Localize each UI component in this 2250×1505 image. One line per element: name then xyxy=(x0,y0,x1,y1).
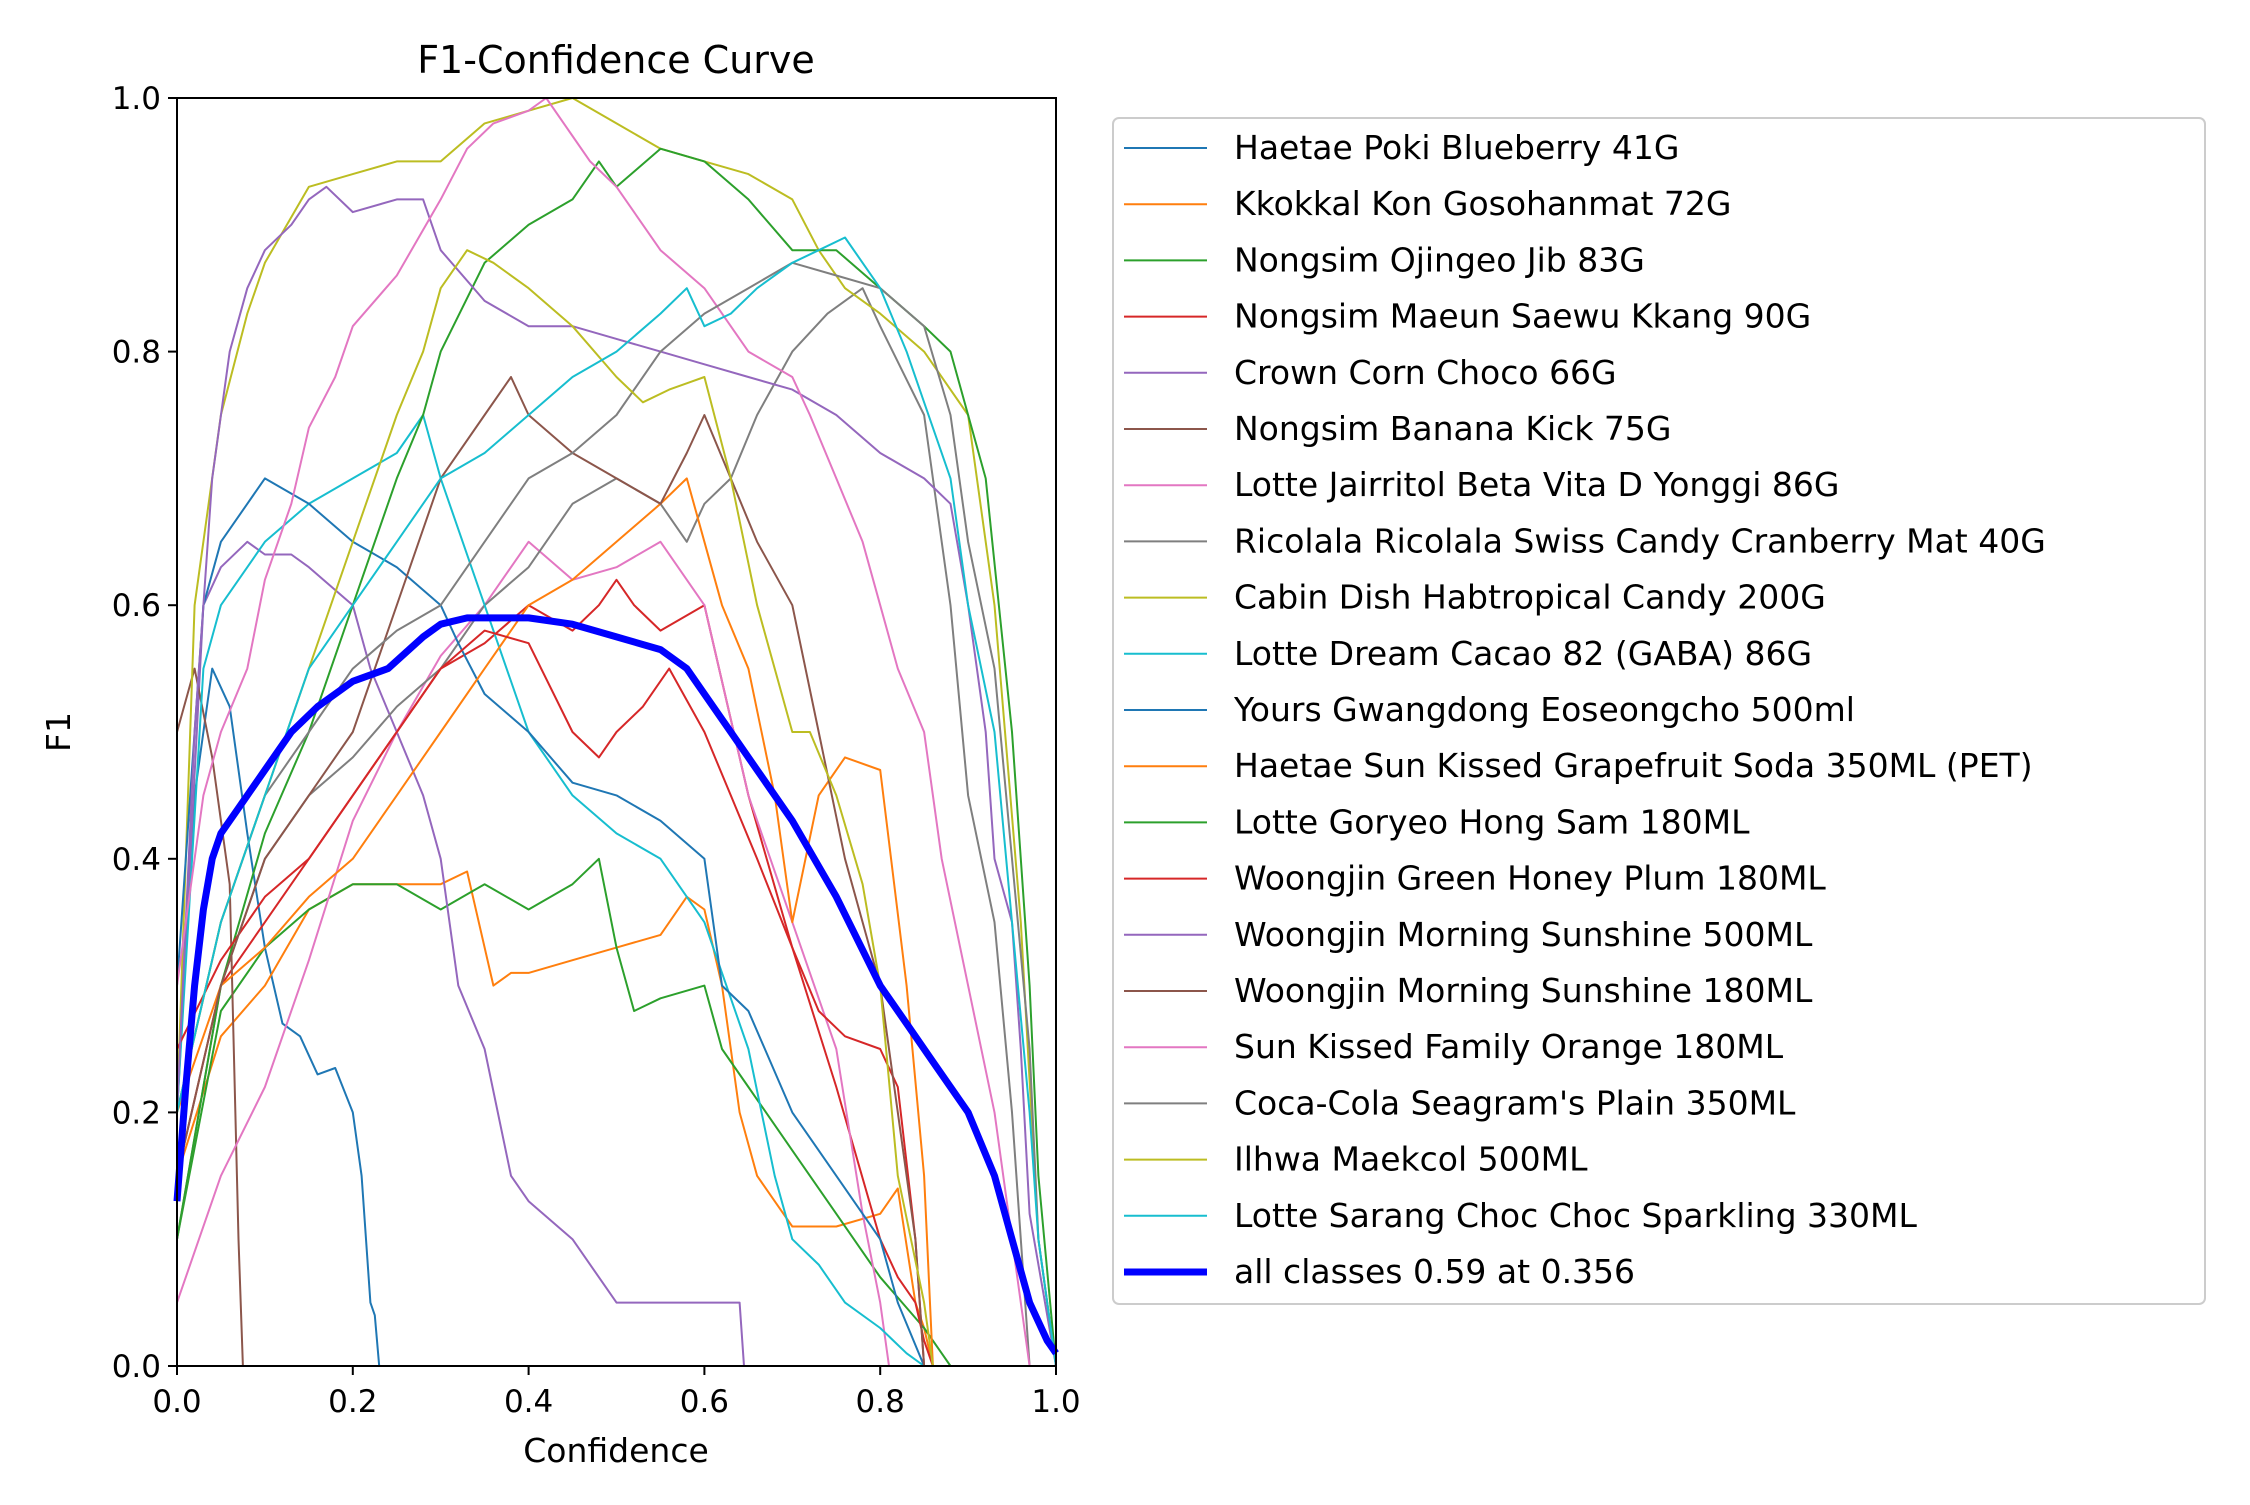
legend-label: Woongjin Morning Sunshine 500ML xyxy=(1234,915,1813,954)
y-tick-label: 0.0 xyxy=(112,1349,161,1385)
x-tick-label: 0.2 xyxy=(328,1384,377,1420)
legend-label: Nongsim Ojingeo Jib 83G xyxy=(1234,240,1645,279)
y-axis-ticks: 0.0 0.2 0.4 0.6 0.8 1.0 xyxy=(112,81,177,1385)
legend-box xyxy=(1112,117,2206,1305)
series-line-20 xyxy=(176,236,1057,1367)
series-line-13 xyxy=(176,147,1057,1367)
series-line-12 xyxy=(176,477,1056,1367)
legend-label: Kkokkal Kon Gosohanmat 72G xyxy=(1234,184,1731,223)
legend-label: Lotte Jairritol Beta Vita D Yonggi 86G xyxy=(1234,465,1839,504)
legend-items: Haetae Poki Blueberry 41G Kkokkal Kon Gos… xyxy=(1124,128,2046,1291)
y-axis-label: F1 xyxy=(39,712,78,752)
series-line-1 xyxy=(176,667,1056,1367)
plot-frame xyxy=(176,97,1057,1367)
x-tick-label: 0.8 xyxy=(856,1384,905,1420)
series-line-21 xyxy=(173,614,1059,1356)
legend-label: Woongjin Morning Sunshine 180ML xyxy=(1234,971,1813,1010)
y-tick-label: 0.4 xyxy=(112,842,161,878)
y-tick-label: 0.2 xyxy=(112,1095,161,1131)
legend-label: Crown Corn Choco 66G xyxy=(1234,353,1617,392)
legend-label: Lotte Dream Cacao 82 (GABA) 86G xyxy=(1234,634,1812,673)
legend-label: Coca-Cola Seagram's Plain 350ML xyxy=(1234,1083,1796,1122)
legend-label: Haetae Poki Blueberry 41G xyxy=(1234,128,1679,167)
legend-label: Woongjin Green Honey Plum 180ML xyxy=(1234,859,1826,898)
legend-label: Yours Gwangdong Eoseongcho 500ml xyxy=(1233,690,1855,729)
legend-label: Nongsim Maeun Saewu Kkang 90G xyxy=(1234,297,1811,336)
x-tick-label: 1.0 xyxy=(1031,1384,1080,1420)
x-axis-ticks: 0.0 0.2 0.4 0.6 0.8 1.0 xyxy=(152,1366,1081,1420)
legend-label: Cabin Dish Habtropical Candy 200G xyxy=(1234,578,1826,617)
chart-title: F1-Confidence Curve xyxy=(417,38,815,82)
series-line-19 xyxy=(176,249,1056,1367)
x-tick-label: 0.0 xyxy=(152,1384,201,1420)
y-tick-label: 0.6 xyxy=(112,588,161,624)
legend: Haetae Poki Blueberry 41G Kkokkal Kon Gos… xyxy=(1112,117,2206,1305)
legend-label: Ricolala Ricolala Swiss Candy Cranberry … xyxy=(1234,521,2046,560)
series-line-17 xyxy=(176,97,1056,1367)
series-line-7 xyxy=(176,540,1056,1367)
x-tick-label: 0.4 xyxy=(504,1384,553,1420)
legend-label: Haetae Sun Kissed Grapefruit Soda 350ML … xyxy=(1234,746,2033,785)
legend-label: Lotte Sarang Choc Choc Sparkling 330ML xyxy=(1234,1196,1917,1235)
series-line-18 xyxy=(176,261,1057,1367)
x-axis-label: Confidence xyxy=(523,1431,709,1470)
series-line-14 xyxy=(176,629,1056,1367)
x-tick-label: 0.6 xyxy=(680,1384,729,1420)
legend-label: Nongsim Banana Kick 75G xyxy=(1234,409,1671,448)
series-line-15 xyxy=(176,185,1057,1367)
series-line-3 xyxy=(176,857,1056,1367)
legend-label: Ilhwa Maekcol 500ML xyxy=(1234,1140,1588,1179)
plot-lines xyxy=(173,97,1059,1367)
legend-label: Lotte Goryeo Hong Sam 180ML xyxy=(1234,802,1750,841)
series-line-11 xyxy=(176,477,1056,1367)
series-line-9 xyxy=(176,97,1057,1367)
series-line-5 xyxy=(176,540,1056,1367)
y-tick-label: 0.8 xyxy=(112,335,161,371)
legend-label: all classes 0.59 at 0.356 xyxy=(1234,1252,1635,1291)
legend-label: Sun Kissed Family Orange 180ML xyxy=(1234,1027,1784,1066)
y-tick-label: 1.0 xyxy=(112,81,161,117)
series-line-8 xyxy=(176,287,1056,1367)
